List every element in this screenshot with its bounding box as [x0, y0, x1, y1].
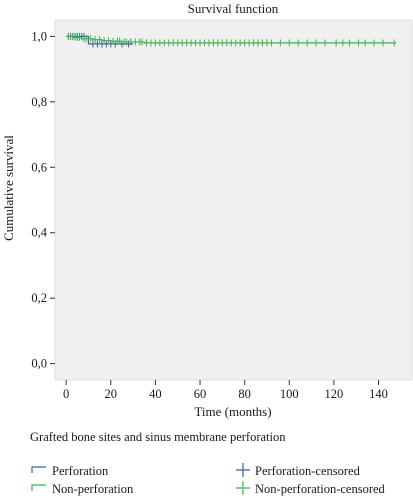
x-axis-title: Time (months): [194, 404, 271, 419]
y-tick-label: 0,4: [31, 226, 47, 240]
plot-area: [54, 19, 413, 381]
legend-items: Perforation Non-perforation Perforation-ce…: [31, 463, 386, 496]
legend-label-perforation: Perforation: [52, 464, 109, 478]
x-tick-label: 100: [280, 387, 299, 401]
legend-symbol-perforation-censored: [236, 463, 250, 477]
x-tick-label: 40: [149, 387, 162, 401]
legend-symbol-non-perforation-censored: [236, 481, 250, 495]
x-tick-label: 0: [63, 387, 69, 401]
x-tick-label: 120: [325, 387, 344, 401]
x-tick-label: 60: [194, 387, 207, 401]
legend-label-non-perforation-censored: Non-perforation-censored: [255, 482, 386, 496]
x-tick-label: 140: [369, 387, 388, 401]
x-tick-label: 20: [105, 387, 118, 401]
y-tick-label: 0,2: [31, 291, 47, 305]
axes: 0 20 40 60 80 100 120 140 0,0 0,2 0,4 0,6 0,8 1,0: [31, 29, 388, 401]
legend: Grafted bone sites and sinus membrane pe…: [30, 430, 386, 496]
y-axis-title: Cumulative survival: [1, 135, 16, 241]
legend-symbol-non-perforation: [31, 484, 46, 491]
y-tick-label: 1,0: [31, 29, 47, 43]
x-tick-label: 80: [238, 387, 251, 401]
legend-label-non-perforation: Non-perforation: [52, 482, 134, 496]
legend-symbol-perforation: [31, 466, 46, 473]
y-tick-label: 0,0: [31, 357, 47, 371]
chart-title: Survival function: [188, 1, 279, 16]
y-tick-label: 0,8: [31, 95, 47, 109]
legend-label-perforation-censored: Perforation-censored: [255, 464, 361, 478]
legend-title: Grafted bone sites and sinus membrane pe…: [30, 430, 286, 444]
y-tick-label: 0,6: [31, 160, 47, 174]
series-layer: [66, 32, 397, 48]
